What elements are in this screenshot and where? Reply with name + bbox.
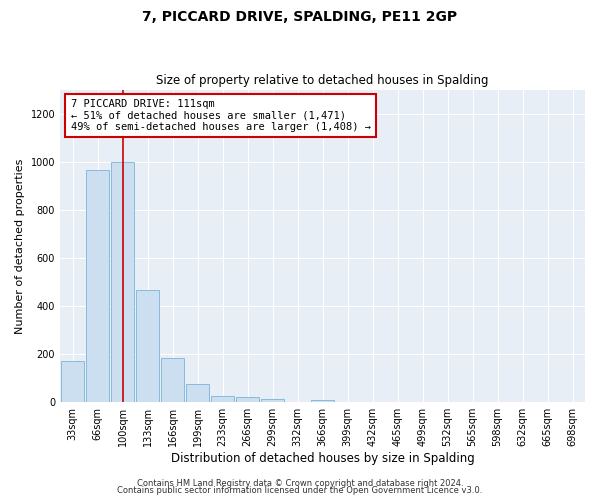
Bar bbox=[261, 398, 284, 402]
X-axis label: Distribution of detached houses by size in Spalding: Distribution of detached houses by size … bbox=[170, 452, 475, 465]
Bar bbox=[311, 400, 334, 402]
Bar bbox=[61, 362, 84, 402]
Text: Contains public sector information licensed under the Open Government Licence v3: Contains public sector information licen… bbox=[118, 486, 482, 495]
Bar bbox=[211, 396, 234, 402]
Bar bbox=[186, 384, 209, 402]
Text: 7 PICCARD DRIVE: 111sqm
← 51% of detached houses are smaller (1,471)
49% of semi: 7 PICCARD DRIVE: 111sqm ← 51% of detache… bbox=[71, 99, 371, 132]
Title: Size of property relative to detached houses in Spalding: Size of property relative to detached ho… bbox=[156, 74, 489, 87]
Bar bbox=[111, 162, 134, 402]
Text: 7, PICCARD DRIVE, SPALDING, PE11 2GP: 7, PICCARD DRIVE, SPALDING, PE11 2GP bbox=[142, 10, 458, 24]
Bar bbox=[161, 358, 184, 402]
Bar bbox=[236, 398, 259, 402]
Bar bbox=[86, 170, 109, 402]
Text: Contains HM Land Registry data © Crown copyright and database right 2024.: Contains HM Land Registry data © Crown c… bbox=[137, 478, 463, 488]
Y-axis label: Number of detached properties: Number of detached properties bbox=[15, 158, 25, 334]
Bar bbox=[136, 290, 159, 402]
